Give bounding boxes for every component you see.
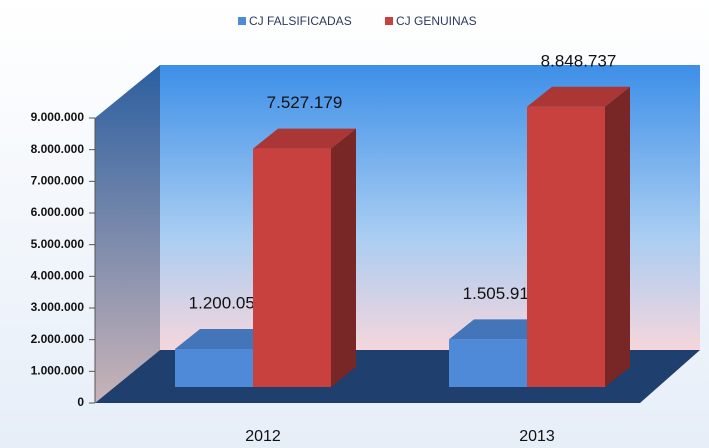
legend-label: CJ GENUINAS (396, 14, 477, 28)
x-tick-label: 2012 (245, 428, 281, 445)
x-tick-label: 2013 (519, 428, 555, 445)
value-label: 7.527.179 (267, 93, 343, 112)
y-tick-label: 1.000.000 (31, 364, 85, 378)
y-tick-label: 5.000.000 (31, 237, 85, 251)
bar-face (527, 106, 605, 388)
bar-face (449, 339, 527, 387)
bar-face (449, 319, 552, 340)
bar-face (175, 328, 278, 349)
y-tick-label: 8.000.000 (31, 142, 85, 156)
legend-label: CJ FALSIFICADAS (249, 14, 352, 28)
y-tick-label: 4.000.000 (31, 269, 85, 283)
bar (253, 128, 356, 387)
bar-face (331, 128, 356, 387)
bar-face (253, 128, 356, 149)
bar (527, 86, 630, 388)
bar-face (605, 86, 630, 388)
y-tick-label: 2.000.000 (31, 332, 85, 346)
y-tick-label: 3.000.000 (31, 300, 85, 314)
y-tick-label: 6.000.000 (31, 205, 85, 219)
y-tick-label: 0 (77, 395, 84, 409)
bar-face (527, 86, 630, 107)
value-label: 1.505.918 (463, 284, 539, 303)
legend-swatch (238, 17, 246, 25)
y-tick-label: 7.000.000 (31, 174, 85, 188)
y-tick-label: 9.000.000 (31, 110, 85, 124)
value-label: 1.200.050 (189, 293, 265, 312)
bar-face (253, 148, 331, 387)
legend-swatch (385, 17, 393, 25)
value-label: 8.848.737 (541, 51, 617, 70)
side-wall (95, 65, 160, 403)
bar-face (175, 348, 253, 387)
